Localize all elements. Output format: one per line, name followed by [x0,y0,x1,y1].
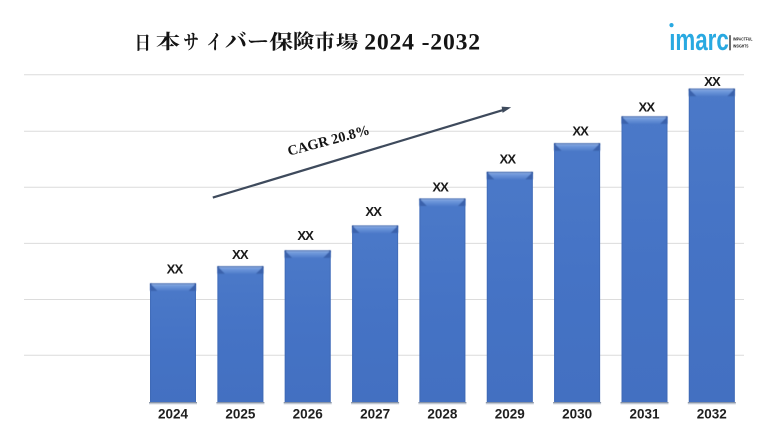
svg-text:2024 -2032: 2024 -2032 [364,30,481,56]
svg-text:2030: 2030 [562,407,592,422]
svg-text:XX: XX [167,262,184,277]
svg-text:IMPACTFUL: IMPACTFUL [733,36,753,41]
svg-text:XX: XX [572,123,589,138]
svg-text:2028: 2028 [427,407,458,422]
svg-text:2031: 2031 [629,407,660,422]
svg-text:XX: XX [639,99,656,114]
svg-text:2029: 2029 [495,407,525,422]
svg-text:2024: 2024 [158,407,189,422]
svg-text:XX: XX [500,152,517,167]
svg-text:2025: 2025 [225,407,256,422]
svg-text:2032: 2032 [697,407,727,422]
svg-text:XX: XX [432,179,449,194]
svg-text:XX: XX [365,204,382,219]
svg-text:ımarc: ımarc [669,23,729,57]
svg-text:XX: XX [232,247,249,262]
svg-text:XX: XX [704,74,721,89]
svg-text:INSIGHTS: INSIGHTS [733,44,749,49]
svg-text:2026: 2026 [293,407,324,422]
svg-text:2027: 2027 [360,407,390,422]
svg-text:XX: XX [297,228,314,243]
